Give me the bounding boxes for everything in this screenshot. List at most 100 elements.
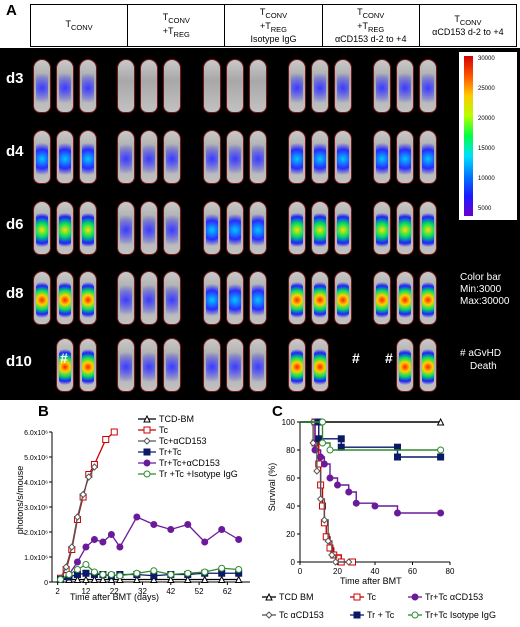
mouse-image xyxy=(397,60,413,112)
chart-b-y-tick-label: 4.0x10⁶ xyxy=(24,480,48,487)
mouse-image xyxy=(80,272,96,324)
chart-b-legend-label: Tr+Tc xyxy=(159,447,182,457)
chart-c-legend-label: TCD BM xyxy=(279,592,314,602)
chart-c-data-point xyxy=(394,453,401,461)
legend-marker xyxy=(143,415,151,423)
bioluminescence-signal xyxy=(206,70,218,106)
chart-b-legend-label: Tr+Tc+αCD153 xyxy=(159,458,220,468)
bioluminescence-signal xyxy=(82,212,94,248)
legend-marker-icon xyxy=(408,611,422,619)
chart-b-legend-label: TCD-BM xyxy=(159,414,194,424)
chart-c-y-tick-label: 0 xyxy=(291,558,296,567)
mouse-image xyxy=(397,131,413,183)
mouse-image xyxy=(335,131,351,183)
legend-marker-icon xyxy=(262,593,276,601)
bioluminescence-signal xyxy=(143,70,155,106)
chart-c-legend-item: Tr+Tc Isotype IgG xyxy=(408,610,496,620)
bioluminescence-signal xyxy=(143,212,155,248)
bioluminescence-signal xyxy=(36,141,48,177)
mouse-image xyxy=(57,272,73,324)
mouse-image xyxy=(204,131,220,183)
chart-c-data-point xyxy=(326,474,334,482)
bioluminescence-signal xyxy=(36,212,48,248)
chart-c-data-point xyxy=(352,499,360,507)
mouse-image xyxy=(57,60,73,112)
chart-c-x-tick-label: 0 xyxy=(298,567,303,576)
chart-c-data-point xyxy=(309,439,317,447)
bioluminescence-signal xyxy=(229,70,241,106)
bioluminescence-signal xyxy=(291,70,303,106)
chart-b-data-point xyxy=(90,536,98,543)
mouse-image xyxy=(250,272,266,324)
chart-b-x-tick-label: 62 xyxy=(223,587,232,596)
chart-b-data-point xyxy=(201,568,209,576)
day-label-d4: d4 xyxy=(6,143,24,160)
mouse-image xyxy=(57,202,73,254)
mouse-image xyxy=(289,339,305,391)
legend-marker-icon xyxy=(262,611,276,619)
bioluminescence-signal xyxy=(422,349,434,385)
mouse-image xyxy=(118,202,134,254)
chart-c-data-point xyxy=(328,551,336,559)
legend-marker xyxy=(353,611,361,619)
mouse-image xyxy=(204,339,220,391)
bioluminescence-signal xyxy=(229,349,241,385)
chart-b-data-point xyxy=(234,575,243,583)
mouse-image xyxy=(164,60,180,112)
legend-marker xyxy=(265,593,273,601)
legend-marker-icon xyxy=(138,437,156,445)
chart-b-legend-item: Tr+Tc xyxy=(138,447,181,457)
chart-c-xlabel: Time after BMT xyxy=(340,576,402,586)
bioluminescence-signal xyxy=(166,70,178,106)
chart-c-data-point xyxy=(313,467,321,475)
chart-b-legend-item: Tr+Tc+αCD153 xyxy=(138,458,220,468)
chart-b-legend-label: Tr +Tc +Isotype IgG xyxy=(159,469,238,479)
chart-b-data-point xyxy=(90,575,99,583)
bioluminescence-signal xyxy=(120,212,132,248)
chart-b-data-point xyxy=(133,575,141,583)
mouse-image xyxy=(420,131,436,183)
bioluminescence-signal xyxy=(229,141,241,177)
mouse-image xyxy=(118,131,134,183)
bioluminescence-signal xyxy=(59,349,71,385)
chart-b-x-tick-label: 42 xyxy=(166,587,175,596)
bioluminescence-signal xyxy=(314,349,326,385)
mouse-image xyxy=(250,131,266,183)
chart-b-x-tick-label: 22 xyxy=(110,587,119,596)
legend-marker xyxy=(353,593,361,601)
mouse-image xyxy=(227,272,243,324)
chart-c-data-point xyxy=(319,502,326,510)
chart-b-data-point xyxy=(82,543,90,551)
chart-b-xlabel: Time after BMT (days) xyxy=(70,592,160,602)
mouse-image xyxy=(420,202,436,254)
day-label-d10: d10 xyxy=(6,353,32,370)
chart-c-data-point xyxy=(394,509,401,517)
chart-b-data-point xyxy=(56,576,64,583)
death-mark: # xyxy=(352,350,360,366)
chart-b-legend-item: Tc xyxy=(138,425,168,435)
colorbar-tick: 10000 xyxy=(478,176,495,182)
chart-c-data-point xyxy=(345,558,353,566)
mouse-image xyxy=(164,272,180,324)
chart-b-data-point xyxy=(218,564,226,572)
chart-c-data-point xyxy=(319,439,326,447)
mouse-image xyxy=(204,202,220,254)
chart-c-data-point xyxy=(436,417,445,426)
mouse-image xyxy=(141,272,157,324)
mouse-image xyxy=(289,272,305,324)
mouse-image xyxy=(374,272,390,324)
column-header-4: TCONV +TREG αCD153 d-2 to +4 xyxy=(321,5,419,46)
day-label-d3: d3 xyxy=(6,70,24,87)
chart-b-data-point xyxy=(85,473,93,481)
colorbar-max: Max:30000 xyxy=(460,296,510,307)
chart-b-legend-item: Tr +Tc +Isotype IgG xyxy=(138,469,238,479)
bioluminescence-signal xyxy=(337,212,349,248)
bioluminescence-signal xyxy=(82,349,94,385)
chart-b-ylabel: photons/s/mouse xyxy=(15,465,25,535)
chart-c-data-point xyxy=(331,558,340,566)
chart-b-legend-label: Tc xyxy=(159,425,168,435)
chart-b-x-tick-label: 52 xyxy=(195,587,204,596)
colorbar xyxy=(464,56,473,216)
chart-c-x-tick-label: 80 xyxy=(446,567,455,576)
mouse-image xyxy=(227,131,243,183)
